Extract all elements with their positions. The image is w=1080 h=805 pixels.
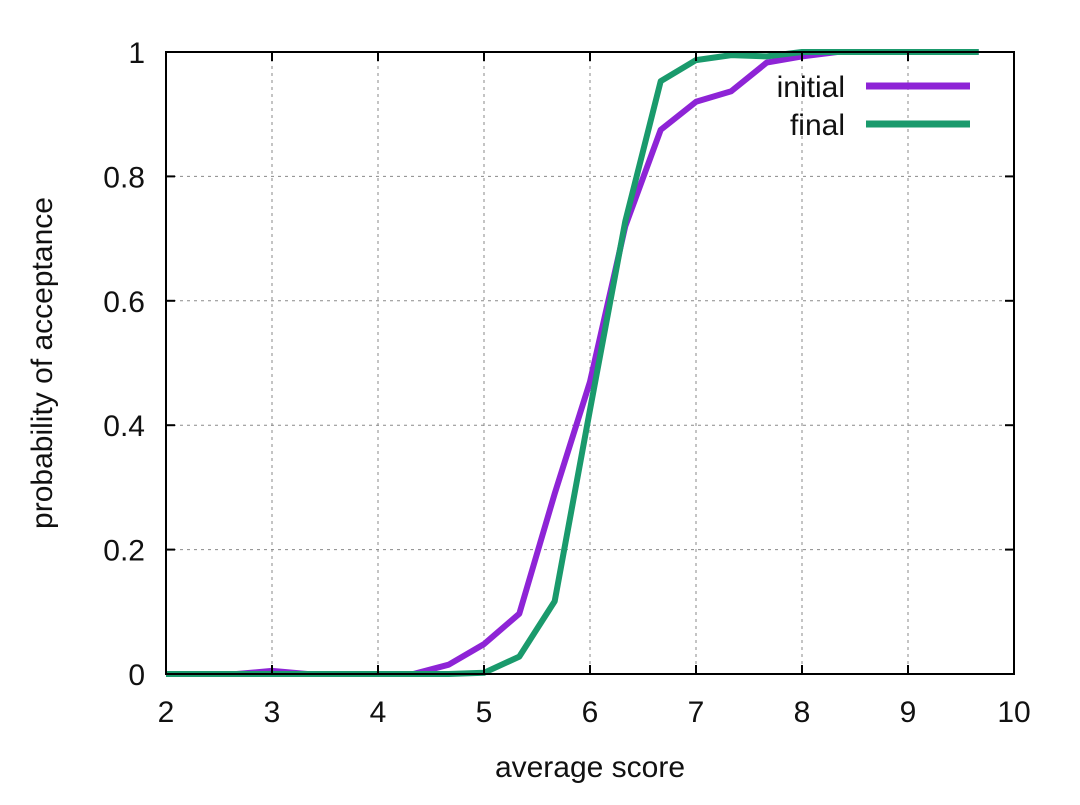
legend-label-final: final xyxy=(790,109,845,142)
x-tick-label: 5 xyxy=(476,696,493,729)
series-line-final xyxy=(166,49,979,677)
tick-marks xyxy=(165,51,1015,675)
x-tick-label: 9 xyxy=(900,696,917,729)
x-tick-label: 6 xyxy=(582,696,599,729)
x-tick-label: 2 xyxy=(158,696,175,729)
x-axis-title: average score xyxy=(495,751,685,784)
y-tick-label: 0.4 xyxy=(103,410,145,443)
x-tick-label: 4 xyxy=(370,696,387,729)
y-axis-title: probability of acceptance xyxy=(26,197,59,529)
y-tick-label: 0.2 xyxy=(103,535,145,568)
y-tick-label: 1 xyxy=(128,37,145,70)
y-tick-label: 0 xyxy=(128,659,145,692)
series-line-initial xyxy=(166,49,979,677)
y-tick-label: 0.6 xyxy=(103,286,145,319)
x-axis-tick-labels: 2 3 4 5 6 7 8 9 10 xyxy=(158,696,1031,729)
legend: initial final xyxy=(777,71,970,142)
y-axis-tick-labels: 0 0.2 0.4 0.6 0.8 1 xyxy=(103,37,145,692)
x-tick-label: 8 xyxy=(794,696,811,729)
x-tick-label: 7 xyxy=(688,696,705,729)
x-tick-label: 10 xyxy=(997,696,1030,729)
x-tick-label: 3 xyxy=(264,696,281,729)
y-tick-label: 0.8 xyxy=(103,161,145,194)
grid xyxy=(166,52,1014,674)
legend-label-initial: initial xyxy=(777,71,845,104)
series-lines xyxy=(166,49,979,677)
